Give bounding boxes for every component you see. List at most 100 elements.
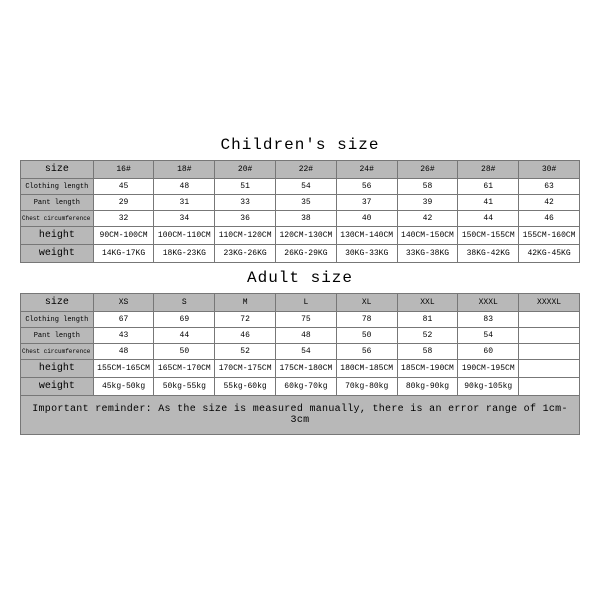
- cell: 155CM-165CM: [93, 360, 154, 378]
- cell: 54: [276, 344, 337, 360]
- cell: 90CM-100CM: [93, 227, 154, 245]
- cell: 90kg-105kg: [458, 378, 519, 396]
- cell: 23KG-26KG: [215, 245, 276, 263]
- cell: 54: [276, 179, 337, 195]
- cell: 31: [154, 195, 215, 211]
- table-row: size XS S M L XL XXL XXXL XXXXL: [21, 294, 580, 312]
- col-header: 22#: [276, 161, 337, 179]
- col-header: 28#: [458, 161, 519, 179]
- children-title: Children's size: [20, 130, 580, 160]
- cell: 44: [154, 328, 215, 344]
- col-header: XXXL: [458, 294, 519, 312]
- row-label: size: [21, 161, 94, 179]
- cell: 67: [93, 312, 154, 328]
- adult-title: Adult size: [20, 263, 580, 293]
- cell: [519, 378, 580, 396]
- cell: 83: [458, 312, 519, 328]
- cell: 48: [276, 328, 337, 344]
- cell: 110CM-120CM: [215, 227, 276, 245]
- cell: 48: [154, 179, 215, 195]
- table-row: Clothing length 45 48 51 54 56 58 61 63: [21, 179, 580, 195]
- col-header: S: [154, 294, 215, 312]
- cell: 37: [336, 195, 397, 211]
- cell: 52: [397, 328, 458, 344]
- cell: 140CM-150CM: [397, 227, 458, 245]
- row-label: Chest circumference 1/2: [21, 344, 94, 360]
- col-header: L: [276, 294, 337, 312]
- cell: 155CM-160CM: [519, 227, 580, 245]
- cell: 41: [458, 195, 519, 211]
- cell: 29: [93, 195, 154, 211]
- cell: 170CM-175CM: [215, 360, 276, 378]
- row-label: Clothing length: [21, 179, 94, 195]
- table-row: Clothing length 67 69 72 75 78 81 83: [21, 312, 580, 328]
- cell: 120CM-130CM: [276, 227, 337, 245]
- cell: 180CM-185CM: [336, 360, 397, 378]
- col-header: 16#: [93, 161, 154, 179]
- col-header: 18#: [154, 161, 215, 179]
- cell: 185CM-190CM: [397, 360, 458, 378]
- cell: 78: [336, 312, 397, 328]
- table-row: weight 14KG-17KG 18KG-23KG 23KG-26KG 26K…: [21, 245, 580, 263]
- col-header: XXXXL: [519, 294, 580, 312]
- cell: 165CM-170CM: [154, 360, 215, 378]
- row-label: Pant length: [21, 328, 94, 344]
- table-row: size 16# 18# 20# 22# 24# 26# 28# 30#: [21, 161, 580, 179]
- cell: 40: [336, 211, 397, 227]
- cell: 54: [458, 328, 519, 344]
- cell: 60: [458, 344, 519, 360]
- cell: [519, 312, 580, 328]
- cell: 14KG-17KG: [93, 245, 154, 263]
- cell: 50: [336, 328, 397, 344]
- adult-size-table: size XS S M L XL XXL XXXL XXXXL Clothing…: [20, 293, 580, 396]
- cell: 72: [215, 312, 276, 328]
- row-label: height: [21, 360, 94, 378]
- cell: 42: [519, 195, 580, 211]
- cell: 75: [276, 312, 337, 328]
- table-row: Pant length 29 31 33 35 37 39 41 42: [21, 195, 580, 211]
- size-chart-container: Children's size size 16# 18# 20# 22# 24#…: [0, 0, 600, 435]
- cell: [519, 360, 580, 378]
- col-header: XL: [336, 294, 397, 312]
- cell: 56: [336, 179, 397, 195]
- cell: 35: [276, 195, 337, 211]
- cell: 42KG-45KG: [519, 245, 580, 263]
- children-size-table: size 16# 18# 20# 22# 24# 26# 28# 30# Clo…: [20, 160, 580, 263]
- cell: 45kg-50kg: [93, 378, 154, 396]
- row-label: Pant length: [21, 195, 94, 211]
- cell: 58: [397, 344, 458, 360]
- cell: 46: [519, 211, 580, 227]
- cell: 81: [397, 312, 458, 328]
- cell: 100CM-110CM: [154, 227, 215, 245]
- cell: 150CM-155CM: [458, 227, 519, 245]
- cell: 38KG-42KG: [458, 245, 519, 263]
- cell: 61: [458, 179, 519, 195]
- cell: 63: [519, 179, 580, 195]
- row-label: size: [21, 294, 94, 312]
- cell: 70kg-80kg: [336, 378, 397, 396]
- cell: 33KG-38KG: [397, 245, 458, 263]
- table-row: height 155CM-165CM 165CM-170CM 170CM-175…: [21, 360, 580, 378]
- reminder-note: Important reminder: As the size is measu…: [20, 396, 580, 435]
- cell: 36: [215, 211, 276, 227]
- table-row: Chest circumference 1/2 32 34 36 38 40 4…: [21, 211, 580, 227]
- cell: 190CM-195CM: [458, 360, 519, 378]
- cell: 34: [154, 211, 215, 227]
- table-row: Pant length 43 44 46 48 50 52 54: [21, 328, 580, 344]
- cell: [519, 328, 580, 344]
- col-header: 20#: [215, 161, 276, 179]
- cell: 50: [154, 344, 215, 360]
- col-header: 26#: [397, 161, 458, 179]
- table-row: height 90CM-100CM 100CM-110CM 110CM-120C…: [21, 227, 580, 245]
- cell: 51: [215, 179, 276, 195]
- cell: 50kg-55kg: [154, 378, 215, 396]
- cell: 46: [215, 328, 276, 344]
- row-label: height: [21, 227, 94, 245]
- cell: 55kg-60kg: [215, 378, 276, 396]
- cell: 38: [276, 211, 337, 227]
- cell: 56: [336, 344, 397, 360]
- cell: 32: [93, 211, 154, 227]
- cell: 130CM-140CM: [336, 227, 397, 245]
- row-label: Chest circumference 1/2: [21, 211, 94, 227]
- col-header: XS: [93, 294, 154, 312]
